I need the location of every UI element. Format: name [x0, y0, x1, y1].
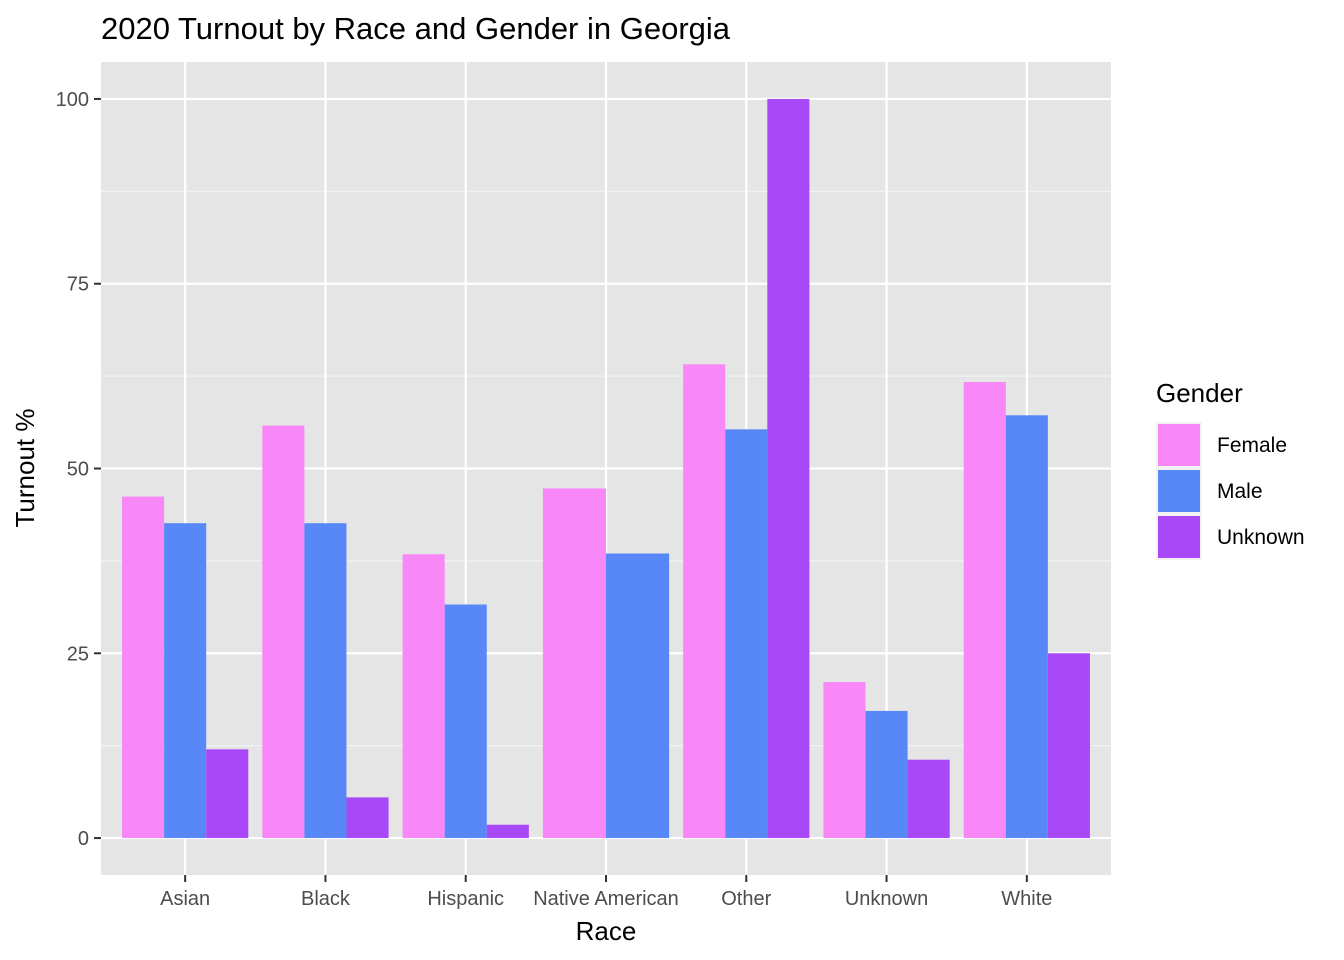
x-tick-label: Asian	[160, 888, 210, 910]
y-tick-label: 75	[67, 274, 89, 296]
bar-unknown-female	[823, 682, 866, 839]
bar-hispanic-female	[402, 554, 445, 839]
bar-white-male	[1005, 415, 1048, 839]
x-tick-label: Black	[301, 888, 351, 910]
y-axis: 0 25 50 75 100	[56, 89, 101, 850]
bar-black-male	[304, 523, 347, 839]
bar-asian-unknown	[206, 749, 249, 839]
bar-hispanic-unknown	[486, 824, 529, 839]
legend-swatch-unknown	[1158, 516, 1200, 558]
legend: Gender Female Male Unknown	[1156, 378, 1305, 560]
x-axis-title: Race	[576, 916, 637, 946]
bar-unknown-unknown	[907, 759, 950, 839]
bar-other-male	[725, 429, 768, 839]
bar-black-female	[262, 425, 305, 839]
bar-other-female	[683, 364, 726, 839]
legend-swatch-female	[1158, 424, 1200, 466]
x-tick-label: Native American	[533, 888, 679, 910]
x-tick-label: Unknown	[845, 888, 928, 910]
y-tick-label: 50	[67, 459, 89, 481]
bar-native-american-female	[542, 488, 606, 839]
bar-black-unknown	[346, 797, 389, 839]
legend-label-female: Female	[1217, 434, 1287, 457]
bar-white-female	[963, 382, 1006, 839]
x-tick-label: Other	[721, 888, 771, 910]
bar-asian-female	[122, 496, 165, 839]
bars	[122, 98, 1090, 839]
bar-native-american-male	[606, 553, 670, 839]
legend-label-unknown: Unknown	[1217, 526, 1305, 549]
y-tick-label: 25	[67, 643, 89, 665]
x-tick-label: White	[1001, 888, 1052, 910]
legend-title: Gender	[1156, 378, 1243, 408]
y-axis-title: Turnout %	[10, 409, 40, 528]
y-tick-label: 100	[56, 89, 89, 111]
chart-title: 2020 Turnout by Race and Gender in Georg…	[101, 11, 731, 46]
bar-other-unknown	[767, 98, 810, 839]
x-axis: Asian Black Hispanic Native American Other Un…	[160, 875, 1052, 910]
y-tick-label: 0	[78, 828, 89, 850]
bar-white-unknown	[1047, 653, 1090, 839]
x-tick-label: Hispanic	[427, 888, 504, 910]
bar-asian-male	[164, 523, 207, 839]
legend-swatch-male	[1158, 470, 1200, 512]
bar-hispanic-male	[444, 604, 487, 839]
bar-unknown-male	[865, 710, 908, 839]
legend-label-male: Male	[1217, 480, 1263, 503]
